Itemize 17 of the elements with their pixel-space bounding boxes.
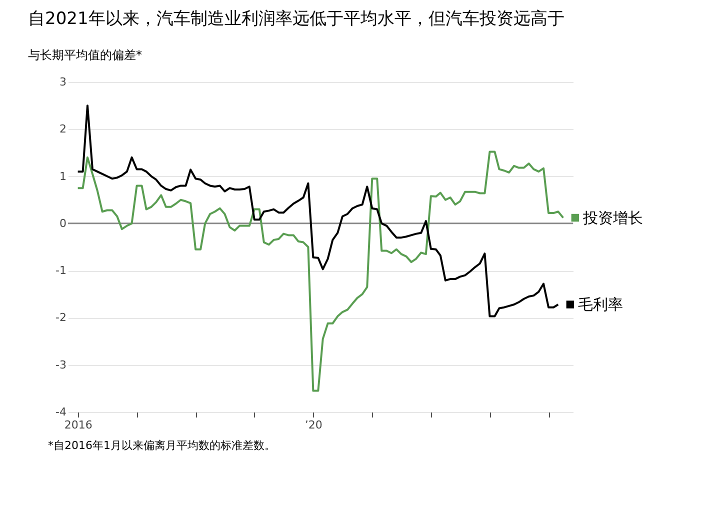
y-tick-label: 2 bbox=[60, 122, 66, 136]
chart-title: 自2021年以来，汽车制造业利润率远低于平均水平，但汽车投资远高于 bbox=[28, 9, 564, 29]
legend-label: 投资增长 bbox=[582, 208, 644, 227]
legend-label: 毛利率 bbox=[578, 296, 624, 314]
text: *自2016年1月以来偏离月平均数的标准差数。 bbox=[48, 439, 276, 452]
x-tick-label: 2016 bbox=[64, 418, 92, 432]
y-tick-label: 0 bbox=[60, 216, 66, 230]
y-tick-label: -2 bbox=[56, 311, 66, 324]
y-tick-label: -3 bbox=[56, 358, 66, 372]
line-series bbox=[76, 104, 560, 318]
y-tick-label: -4 bbox=[56, 406, 66, 418]
line-series bbox=[76, 150, 564, 392]
chart-subtitle: 与长期平均值的偏差* bbox=[28, 48, 142, 62]
x-tick-label: ’20 bbox=[304, 418, 322, 432]
y-tick-label: -1 bbox=[56, 264, 66, 278]
y-tick-label: 3 bbox=[60, 76, 66, 88]
y-tick-label: 1 bbox=[60, 170, 66, 183]
